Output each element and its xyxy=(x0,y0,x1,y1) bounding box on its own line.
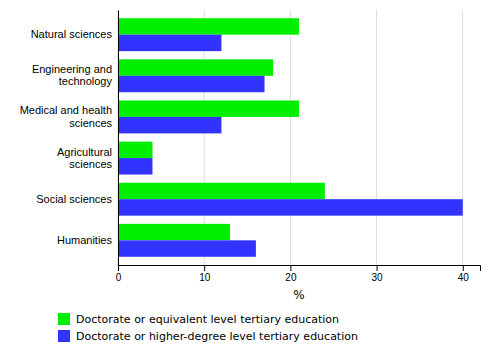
grid-line xyxy=(462,10,463,265)
x-tick: 20 xyxy=(285,265,297,283)
x-tick-label: 0 xyxy=(116,272,122,283)
y-tick-label: Humanities xyxy=(57,234,113,246)
bar xyxy=(118,142,152,158)
grid xyxy=(118,10,463,265)
legend-item: Doctorate or equivalent level tertiary e… xyxy=(58,313,339,326)
bar xyxy=(118,224,230,240)
x-tick: 10 xyxy=(199,265,211,283)
bar xyxy=(118,158,152,174)
y-tick-label: Natural sciences xyxy=(31,28,113,40)
bar xyxy=(118,35,221,51)
legend-swatch xyxy=(58,313,70,325)
bar xyxy=(118,59,273,75)
legend-label: Doctorate or higher-degree level tertiar… xyxy=(76,330,358,343)
y-tick-label: Social sciences xyxy=(36,193,112,205)
bar xyxy=(118,199,463,215)
bar xyxy=(118,100,299,116)
x-axis-title: % xyxy=(293,288,304,302)
x-tick-label: 20 xyxy=(285,272,297,283)
legend-item: Doctorate or higher-degree level tertiar… xyxy=(58,330,358,343)
x-axis: 0 10 20 30 40 xyxy=(116,265,481,283)
y-tick: Medical and healthsciences xyxy=(20,104,118,128)
x-tick: 40 xyxy=(458,265,470,283)
bar xyxy=(118,117,221,133)
y-tick-label: Medical and healthsciences xyxy=(20,104,113,128)
x-axis-line xyxy=(119,266,481,272)
y-axis: Natural sciences Engineering andtechnolog… xyxy=(20,11,119,266)
chart: 0 10 20 30 40 Natural sciences Engineering and… xyxy=(0,0,495,350)
x-tick: 0 xyxy=(116,265,122,283)
y-tick: Natural sciences xyxy=(31,28,118,40)
x-tick-mark xyxy=(290,265,291,271)
x-tick-mark xyxy=(463,265,464,271)
y-tick-label: Engineering andtechnology xyxy=(32,63,113,87)
x-tick-label: 10 xyxy=(199,272,211,283)
y-tick: Social sciences xyxy=(36,193,118,205)
x-tick-label: 30 xyxy=(372,272,384,283)
legend-label: Doctorate or equivalent level tertiary e… xyxy=(76,313,339,326)
bar xyxy=(118,18,299,34)
bar xyxy=(118,240,256,256)
x-tick-mark xyxy=(204,265,205,271)
y-axis-line xyxy=(118,11,119,266)
y-tick-label: Agriculturalsciences xyxy=(57,146,113,170)
x-tick-mark xyxy=(377,265,378,271)
grid-line xyxy=(118,10,119,265)
x-tick-label: 40 xyxy=(458,272,470,283)
x-tick-mark xyxy=(118,265,119,271)
x-tick: 30 xyxy=(372,265,384,283)
bar-series xyxy=(118,35,463,257)
bars xyxy=(118,18,463,257)
y-tick: Humanities xyxy=(57,234,118,246)
y-tick: Agriculturalsciences xyxy=(57,146,118,170)
legend-swatch xyxy=(58,330,70,342)
legend: Doctorate or equivalent level tertiary e… xyxy=(58,313,358,343)
plot: 0 10 20 30 40 Natural sciences Engineering and… xyxy=(20,10,481,283)
grid-line xyxy=(376,10,377,265)
bar xyxy=(118,76,265,92)
grid-line xyxy=(290,10,291,265)
bar xyxy=(118,183,325,199)
y-tick: Engineering andtechnology xyxy=(32,63,118,87)
